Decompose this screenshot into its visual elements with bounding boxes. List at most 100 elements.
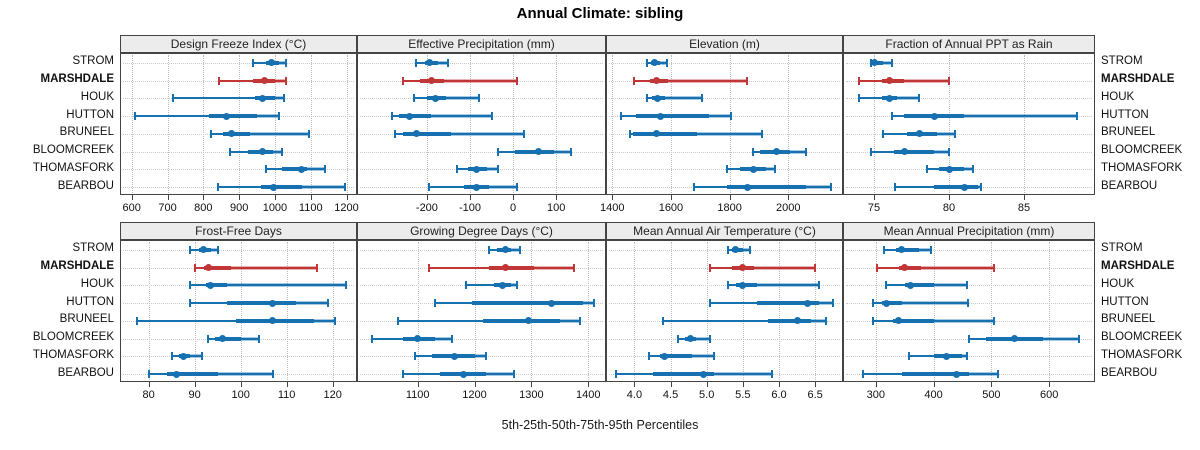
band-25th-75th — [896, 247, 920, 252]
axis-tick-label: -100 — [458, 202, 482, 214]
median-dot — [412, 130, 420, 138]
whisker-end-cap — [1075, 112, 1078, 121]
axis-tick — [588, 382, 590, 387]
band-upper-light — [656, 78, 748, 83]
grid-line-horizontal — [609, 356, 840, 358]
whisker-end-cap — [925, 165, 928, 174]
band-25th-75th — [398, 114, 432, 119]
whisker-end-cap — [307, 129, 310, 138]
axis-tick — [1024, 195, 1025, 200]
whisker-end-cap — [829, 183, 832, 192]
grid-line-vertical — [1049, 242, 1051, 380]
whisker-end-cap — [948, 76, 950, 85]
site-label-right: STROM — [1101, 242, 1143, 255]
whisker-end-cap — [968, 334, 971, 343]
grid-line-vertical — [788, 55, 790, 193]
whisker-end-cap — [760, 129, 763, 138]
whisker-5th-95th — [194, 266, 317, 269]
grid-line-vertical — [131, 55, 133, 193]
axis-tick — [875, 382, 877, 387]
median-dot — [432, 94, 440, 102]
grid-line-vertical — [742, 242, 744, 380]
site-label-left: HUTTON — [66, 295, 114, 308]
whisker-end-cap — [447, 58, 450, 67]
band-upper-light — [301, 167, 326, 172]
band-upper-light — [889, 96, 919, 101]
median-dot — [269, 317, 277, 325]
median-dot — [654, 94, 662, 102]
whisker-end-cap — [882, 129, 884, 138]
whisker-end-cap — [207, 334, 210, 343]
band-25th-75th — [904, 283, 934, 288]
axis-tick-label: 110 — [277, 389, 296, 401]
band-upper-light — [910, 283, 968, 288]
whisker-end-cap — [620, 112, 623, 121]
median-dot — [260, 77, 268, 85]
panel-strip-label: Elevation (m) — [689, 37, 760, 51]
band-25th-75th — [893, 149, 934, 154]
grid-line-vertical — [332, 242, 334, 380]
whisker-end-cap — [465, 281, 467, 290]
whisker-end-cap — [891, 112, 893, 121]
median-dot — [223, 112, 231, 120]
median-dot — [525, 317, 533, 325]
grid-line-horizontal — [846, 356, 1092, 358]
site-label-left: THOMASFORK — [32, 161, 114, 174]
axis-tick — [417, 382, 419, 387]
grid-line-horizontal — [123, 62, 354, 64]
whisker-end-cap — [676, 334, 679, 343]
whisker-end-cap — [752, 147, 755, 156]
band-25th-75th — [893, 318, 934, 323]
whisker-end-cap — [393, 129, 396, 138]
band-25th-75th — [898, 265, 921, 270]
whisker-end-cap — [413, 352, 416, 361]
whisker-end-cap — [875, 263, 878, 272]
whisker-end-cap — [967, 299, 970, 308]
median-dot — [895, 317, 903, 325]
band-25th-75th — [881, 78, 904, 83]
whisker-end-cap — [413, 94, 415, 103]
axis-tick-label: 1800 — [717, 202, 742, 214]
band-upper-light — [657, 96, 702, 101]
band-upper-light — [776, 149, 806, 154]
whisker-end-cap — [647, 352, 650, 361]
whisker-5th-95th — [190, 284, 347, 287]
median-dot — [773, 148, 781, 156]
panel-strip: Mean Annual Air Temperature (°C) — [606, 222, 843, 240]
band-upper-light — [898, 318, 995, 323]
axis-tick-label: 6.5 — [807, 389, 823, 401]
axis-tick — [706, 382, 708, 387]
band-upper-light — [476, 185, 518, 190]
grid-line-horizontal — [123, 169, 354, 171]
median-dot — [953, 370, 961, 378]
site-label-left: HUTTON — [66, 108, 114, 121]
band-25th-75th — [872, 60, 883, 65]
axis-tick-label: 2000 — [776, 202, 801, 214]
grid-line-vertical — [778, 242, 780, 380]
whisker-5th-95th — [210, 132, 309, 135]
band-upper-light — [210, 283, 347, 288]
band-upper-light — [264, 78, 286, 83]
band-upper-light — [203, 247, 218, 252]
whisker-end-cap — [804, 147, 807, 156]
band-25th-75th — [881, 301, 902, 306]
band-upper-light — [919, 131, 955, 136]
grid-line-vertical — [240, 242, 242, 380]
site-label-left: MARSHDALE — [40, 260, 114, 273]
whisker-end-cap — [258, 334, 261, 343]
site-label-right: THOMASFORK — [1101, 348, 1183, 361]
median-dot — [898, 246, 906, 254]
whisker-5th-95th — [646, 97, 702, 100]
whisker-end-cap — [954, 129, 956, 138]
median-dot — [652, 77, 660, 85]
whisker-end-cap — [972, 165, 974, 174]
band-25th-75th — [226, 301, 296, 306]
whisker-end-cap — [832, 299, 835, 308]
whisker-end-cap — [487, 245, 490, 254]
grid-line-horizontal — [609, 98, 840, 100]
whisker-end-cap — [570, 147, 573, 156]
band-25th-75th — [632, 131, 698, 136]
grid-line-horizontal — [123, 356, 354, 358]
whisker-end-cap — [883, 245, 886, 254]
site-label-left: BLOOMCREEK — [32, 144, 114, 157]
